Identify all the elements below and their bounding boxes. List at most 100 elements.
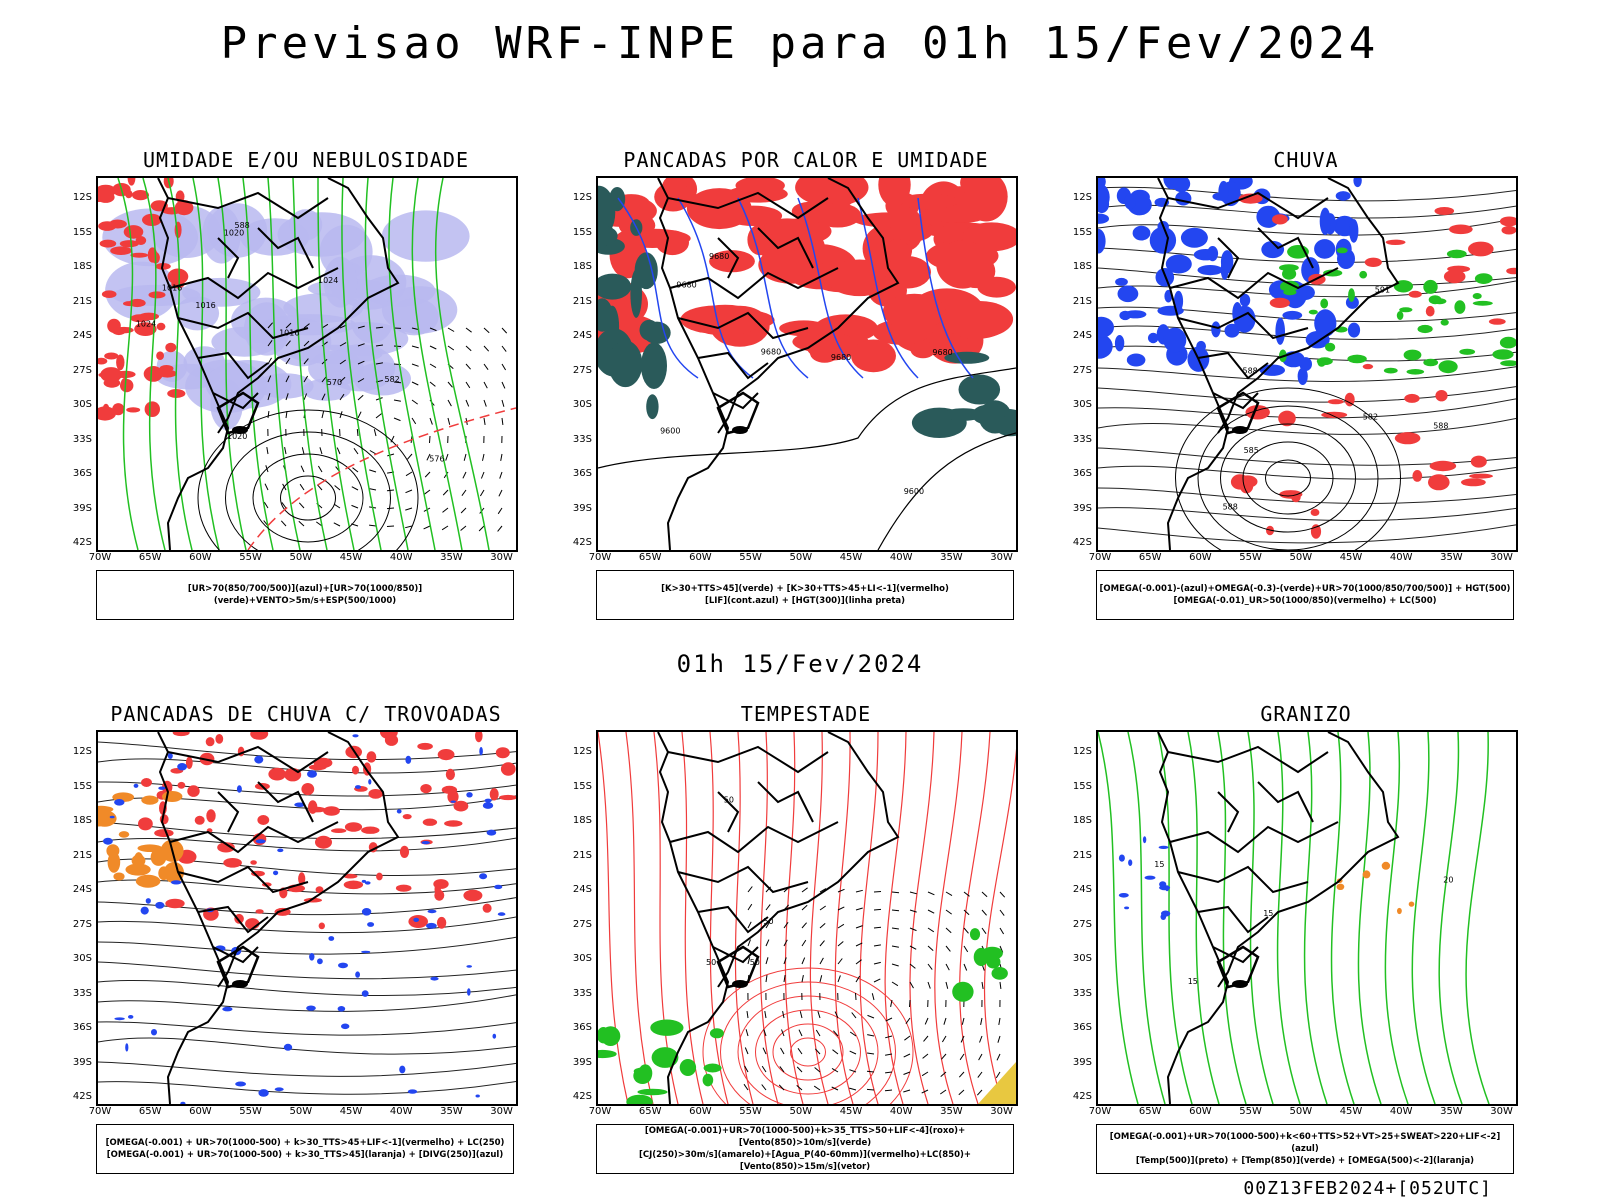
latitude-tick-label: 27S <box>572 918 592 930</box>
storm-field-red <box>344 822 363 832</box>
rain-field-red <box>1443 269 1466 284</box>
precipitable-water-contour <box>859 732 879 1104</box>
wind-vector <box>316 521 323 527</box>
wind-vector <box>941 1053 947 1060</box>
contour-label: 576 <box>429 454 444 463</box>
divergence-field-blue <box>125 1043 129 1052</box>
rain-field-red <box>1385 239 1406 245</box>
latitude-tick-label: 15S <box>1072 226 1092 238</box>
humidity-field-red <box>98 191 115 203</box>
border-line <box>1257 227 1314 269</box>
wind-vector <box>386 507 395 510</box>
height-contour <box>1242 441 1334 515</box>
wind-vector <box>339 376 346 383</box>
wind-vector <box>334 485 341 491</box>
wind-vector <box>465 345 472 352</box>
humidity-field-red <box>99 239 117 248</box>
wind-vector <box>393 399 401 402</box>
wind-field-green <box>703 1063 722 1073</box>
rain-field-blue <box>1239 293 1251 307</box>
streamline <box>1098 524 1516 544</box>
streamline <box>98 837 516 852</box>
wind-vector <box>855 959 862 965</box>
wind-vector <box>943 1017 947 1025</box>
wind-vector <box>447 345 455 351</box>
border-line <box>1177 311 1309 340</box>
height-contour <box>1265 459 1311 497</box>
precipitable-water-contour <box>983 748 1016 1104</box>
coastline-east <box>717 732 900 988</box>
longitude-tick-label: 30W <box>990 552 1013 563</box>
divergence-field-blue <box>486 829 497 836</box>
main-title: Previsao WRF-INPE para 01h 15/Fev/2024 <box>220 18 1380 69</box>
storm-field-red <box>298 872 306 886</box>
rain-field-blue <box>1259 364 1285 376</box>
rain-field-blue <box>1261 240 1285 259</box>
rain-field-green <box>1499 336 1516 349</box>
legend-line: [OMEGA(-0.01)_UR>50(1000/850)(vermelho) … <box>1173 596 1437 606</box>
longitude-tick-label: 55W <box>239 1106 262 1117</box>
rain-field-blue <box>1335 191 1351 201</box>
wind-vector <box>357 411 362 419</box>
longitude-axis: 70W 65W 60W 55W 50W 45W 40W 35W 30W <box>589 552 1016 566</box>
longitude-tick-label: 45W <box>339 1106 363 1117</box>
wind-vector <box>357 378 365 383</box>
rain-field-green <box>1396 311 1404 320</box>
wind-vector <box>891 981 899 987</box>
wind-vector <box>885 1017 893 1022</box>
humidity-field-blue <box>105 261 178 320</box>
storm-field-red <box>301 783 315 796</box>
border-line <box>257 227 314 269</box>
wind-vector <box>298 520 305 527</box>
storm-field-red <box>380 732 398 739</box>
coastline-east <box>717 178 900 434</box>
rain-field-blue <box>1197 265 1223 276</box>
wind-vector <box>267 357 272 365</box>
longitude-tick-label: 65W <box>1138 1106 1162 1117</box>
latitude-tick-label: 36S <box>572 468 592 479</box>
wind-vector <box>903 1053 911 1058</box>
humidity-field-red <box>125 190 133 199</box>
wind-vector <box>483 417 486 425</box>
wind-vector <box>866 1070 875 1073</box>
wind-vector <box>386 489 395 492</box>
humidity-contour-green <box>267 178 301 550</box>
storm-field-red <box>417 742 433 750</box>
wind-vector <box>979 1035 983 1043</box>
wind-vector <box>781 1029 785 1037</box>
rain-field-blue <box>1172 178 1191 193</box>
streamline <box>1098 345 1516 362</box>
wind-vector <box>976 1089 983 1096</box>
rain-field-blue <box>1124 193 1136 210</box>
wind-vector <box>405 489 413 494</box>
pressure-contour <box>197 409 419 550</box>
rain-field-green <box>1316 357 1333 366</box>
border-line <box>717 791 740 833</box>
temp-850-contour <box>1357 732 1382 1104</box>
wind-vector <box>501 399 505 407</box>
humidity-field-red <box>158 369 177 378</box>
humidity-field-red <box>130 314 149 323</box>
legend-line: [OMEGA(-0.001)+UR>70(1000-500)+k<60+TTS>… <box>1109 1132 1501 1154</box>
wind-vector <box>393 417 401 422</box>
wind-vector <box>891 945 899 948</box>
height-contour <box>1220 423 1356 533</box>
rain-field-blue <box>1180 227 1208 248</box>
divergence-field-blue <box>361 990 369 997</box>
divergence-field-blue <box>167 752 173 759</box>
rain-field-green <box>1417 324 1433 334</box>
border-line <box>669 821 839 854</box>
coastline-west <box>657 732 730 1104</box>
storm-field-red <box>453 800 469 812</box>
latitude-tick-label: 18S <box>572 815 592 826</box>
rain-field-blue <box>1275 317 1285 345</box>
streamline <box>98 961 516 980</box>
streamline <box>98 1061 516 1077</box>
wind-field-green <box>626 1094 653 1104</box>
contour-label: 591 <box>1375 285 1390 294</box>
temp-850-contour <box>1098 732 1139 1104</box>
temp-850-contour <box>1384 732 1409 1104</box>
humidity-field-blue <box>381 210 470 262</box>
divergence-field-blue <box>361 879 367 883</box>
panel-title: CHUVA <box>1273 148 1339 172</box>
